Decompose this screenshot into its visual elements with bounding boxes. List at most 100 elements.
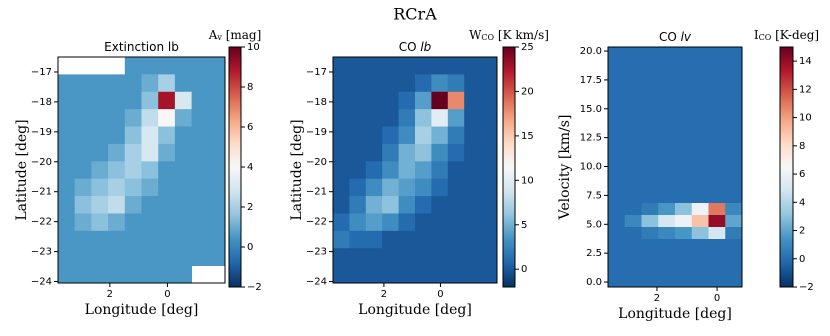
heatmap-cell bbox=[725, 119, 743, 132]
panel-title-italic: lb bbox=[420, 40, 431, 54]
heatmap-cell bbox=[333, 178, 350, 197]
heatmap-cell bbox=[333, 109, 350, 127]
heatmap-cell bbox=[725, 83, 743, 96]
heatmap-cell bbox=[141, 230, 159, 249]
heatmap-cell bbox=[641, 251, 659, 264]
heatmap-cell bbox=[415, 91, 432, 110]
heatmap-cell bbox=[691, 191, 709, 204]
heatmap-cell bbox=[447, 213, 465, 232]
heatmap-cell bbox=[708, 47, 726, 60]
heatmap-cell bbox=[415, 161, 432, 180]
heatmap-cell bbox=[191, 213, 209, 232]
heatmap-cell bbox=[191, 57, 209, 75]
panel-title-text: CO bbox=[659, 30, 681, 44]
heatmap-cell bbox=[208, 91, 226, 110]
heatmap-cell bbox=[641, 167, 659, 180]
heatmap-cell bbox=[91, 126, 109, 145]
heatmap-cell bbox=[74, 161, 92, 180]
heatmap-cell bbox=[191, 178, 209, 197]
heatmap-cell bbox=[398, 248, 416, 267]
heatmap-cell bbox=[691, 239, 709, 252]
heatmap-cell bbox=[174, 265, 192, 284]
heatmap-cell bbox=[624, 215, 642, 228]
colorbar-tick-label: −2 bbox=[247, 282, 262, 293]
heatmap-cell bbox=[431, 248, 449, 267]
y-axis-label: Velocity [km/s] bbox=[557, 115, 573, 221]
heatmap-cell bbox=[725, 59, 743, 72]
heatmap-cell bbox=[333, 265, 350, 284]
y-tick-label: −18 bbox=[31, 97, 52, 108]
heatmap-cell bbox=[398, 91, 416, 110]
heatmap-cell bbox=[208, 126, 226, 145]
heatmap-cell bbox=[382, 126, 399, 145]
heatmap-cell bbox=[365, 196, 383, 214]
heatmap-cell bbox=[725, 227, 743, 240]
heatmap-cell bbox=[74, 213, 92, 232]
heatmap-cell bbox=[708, 203, 726, 216]
heatmap-cell bbox=[191, 248, 209, 267]
heatmap-cell bbox=[480, 74, 498, 93]
colorbar-tick-label: 25 bbox=[521, 42, 534, 53]
heatmap-cell bbox=[141, 143, 159, 162]
heatmap-cell bbox=[349, 57, 367, 75]
heatmap-cell bbox=[108, 161, 126, 180]
heatmap-cell bbox=[415, 143, 432, 162]
heatmap-cell bbox=[58, 196, 76, 214]
heatmap-cell bbox=[725, 167, 743, 180]
heatmap-cell bbox=[349, 109, 367, 127]
heatmap-cell bbox=[365, 126, 383, 145]
heatmap-cell bbox=[208, 196, 226, 214]
heatmap-cell bbox=[415, 196, 432, 214]
heatmap-cell bbox=[74, 265, 92, 284]
heatmap-cell bbox=[349, 248, 367, 267]
heatmap-cell bbox=[333, 161, 350, 180]
heatmap-cell bbox=[74, 143, 92, 162]
heatmap-cell bbox=[398, 178, 416, 197]
x-tick-label: 0 bbox=[437, 289, 443, 300]
heatmap-cell bbox=[725, 71, 743, 84]
heatmap-cell bbox=[415, 74, 432, 93]
colorbar-tick-label: 2 bbox=[799, 226, 805, 237]
heatmap-cell bbox=[608, 275, 626, 288]
heatmap-cell bbox=[658, 107, 676, 120]
heatmap-cell bbox=[398, 265, 416, 284]
heatmap-cell bbox=[208, 74, 226, 93]
heatmap-cell bbox=[365, 248, 383, 267]
heatmap-cell bbox=[658, 191, 676, 204]
heatmap-cell bbox=[691, 143, 709, 156]
y-tick-label: 15.0 bbox=[580, 104, 602, 115]
heatmap-cell bbox=[158, 196, 176, 214]
heatmap-cell bbox=[725, 47, 743, 60]
heatmap-cell bbox=[349, 196, 367, 214]
heatmap-cell bbox=[708, 179, 726, 192]
heatmap-cell bbox=[624, 143, 642, 156]
heatmap-cell bbox=[174, 109, 192, 127]
colorbar-tick-label: −2 bbox=[799, 282, 814, 293]
heatmap-cell bbox=[675, 59, 693, 72]
heatmap-cell bbox=[174, 178, 192, 197]
heatmap-cell bbox=[480, 57, 498, 75]
heatmap-cell bbox=[608, 71, 626, 84]
y-tick-label: −17 bbox=[306, 67, 327, 78]
heatmap-cell bbox=[675, 119, 693, 132]
heatmap-cell bbox=[708, 119, 726, 132]
heatmap-cell bbox=[124, 161, 142, 180]
heatmap-cell bbox=[480, 265, 498, 284]
heatmap-cell bbox=[431, 74, 449, 93]
heatmap-cell bbox=[708, 131, 726, 144]
heatmap-cell bbox=[675, 107, 693, 120]
heatmap-cell bbox=[108, 143, 126, 162]
heatmap-cell bbox=[675, 47, 693, 60]
heatmap-cell bbox=[624, 275, 642, 288]
heatmap-cell bbox=[365, 230, 383, 249]
heatmap-cell bbox=[174, 126, 192, 145]
heatmap-cell bbox=[158, 91, 176, 110]
colorbar-label-sub: v bbox=[216, 33, 222, 42]
heatmap-cell bbox=[208, 57, 226, 75]
heatmap-cell bbox=[382, 230, 399, 249]
axes-frame bbox=[332, 56, 498, 284]
colorbar bbox=[779, 46, 794, 288]
heatmap-cell bbox=[658, 119, 676, 132]
heatmap-cell bbox=[74, 196, 92, 214]
panel-title: CO lv bbox=[659, 30, 692, 44]
